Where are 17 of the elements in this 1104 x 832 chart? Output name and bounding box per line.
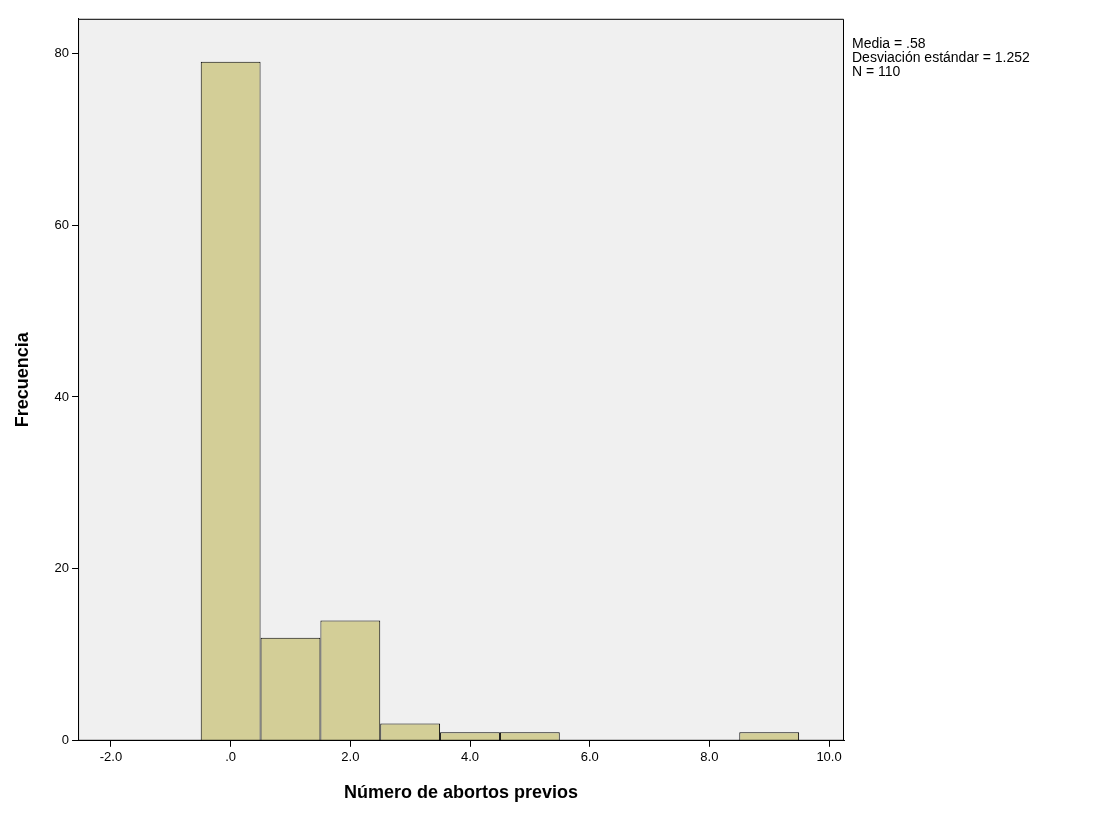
y-tick-label: 20	[54, 560, 70, 576]
x-tick-label: 4.0	[460, 749, 480, 765]
y-tick-label: 0	[61, 732, 70, 748]
x-tick-label: 2.0	[341, 749, 360, 765]
text: N = 110	[852, 63, 902, 79]
y-tick-label: 40	[54, 388, 70, 404]
x-tick-label: 8.0	[700, 749, 719, 765]
text: Desviación estándar = 1.252	[852, 49, 1030, 65]
y-axis-title: Frecuencia	[11, 331, 32, 428]
x-tick-label: .0	[225, 749, 237, 765]
x-tick-label: 6.0	[580, 749, 599, 765]
text: Media = .58	[852, 35, 927, 51]
x-axis-title: Número de abortos previos	[344, 782, 579, 803]
y-tick-label: 60	[54, 216, 70, 232]
x-tick-label: -2.0	[99, 749, 123, 765]
y-tick-label: 80	[54, 44, 70, 60]
x-tick-label: 10.0	[816, 749, 842, 765]
